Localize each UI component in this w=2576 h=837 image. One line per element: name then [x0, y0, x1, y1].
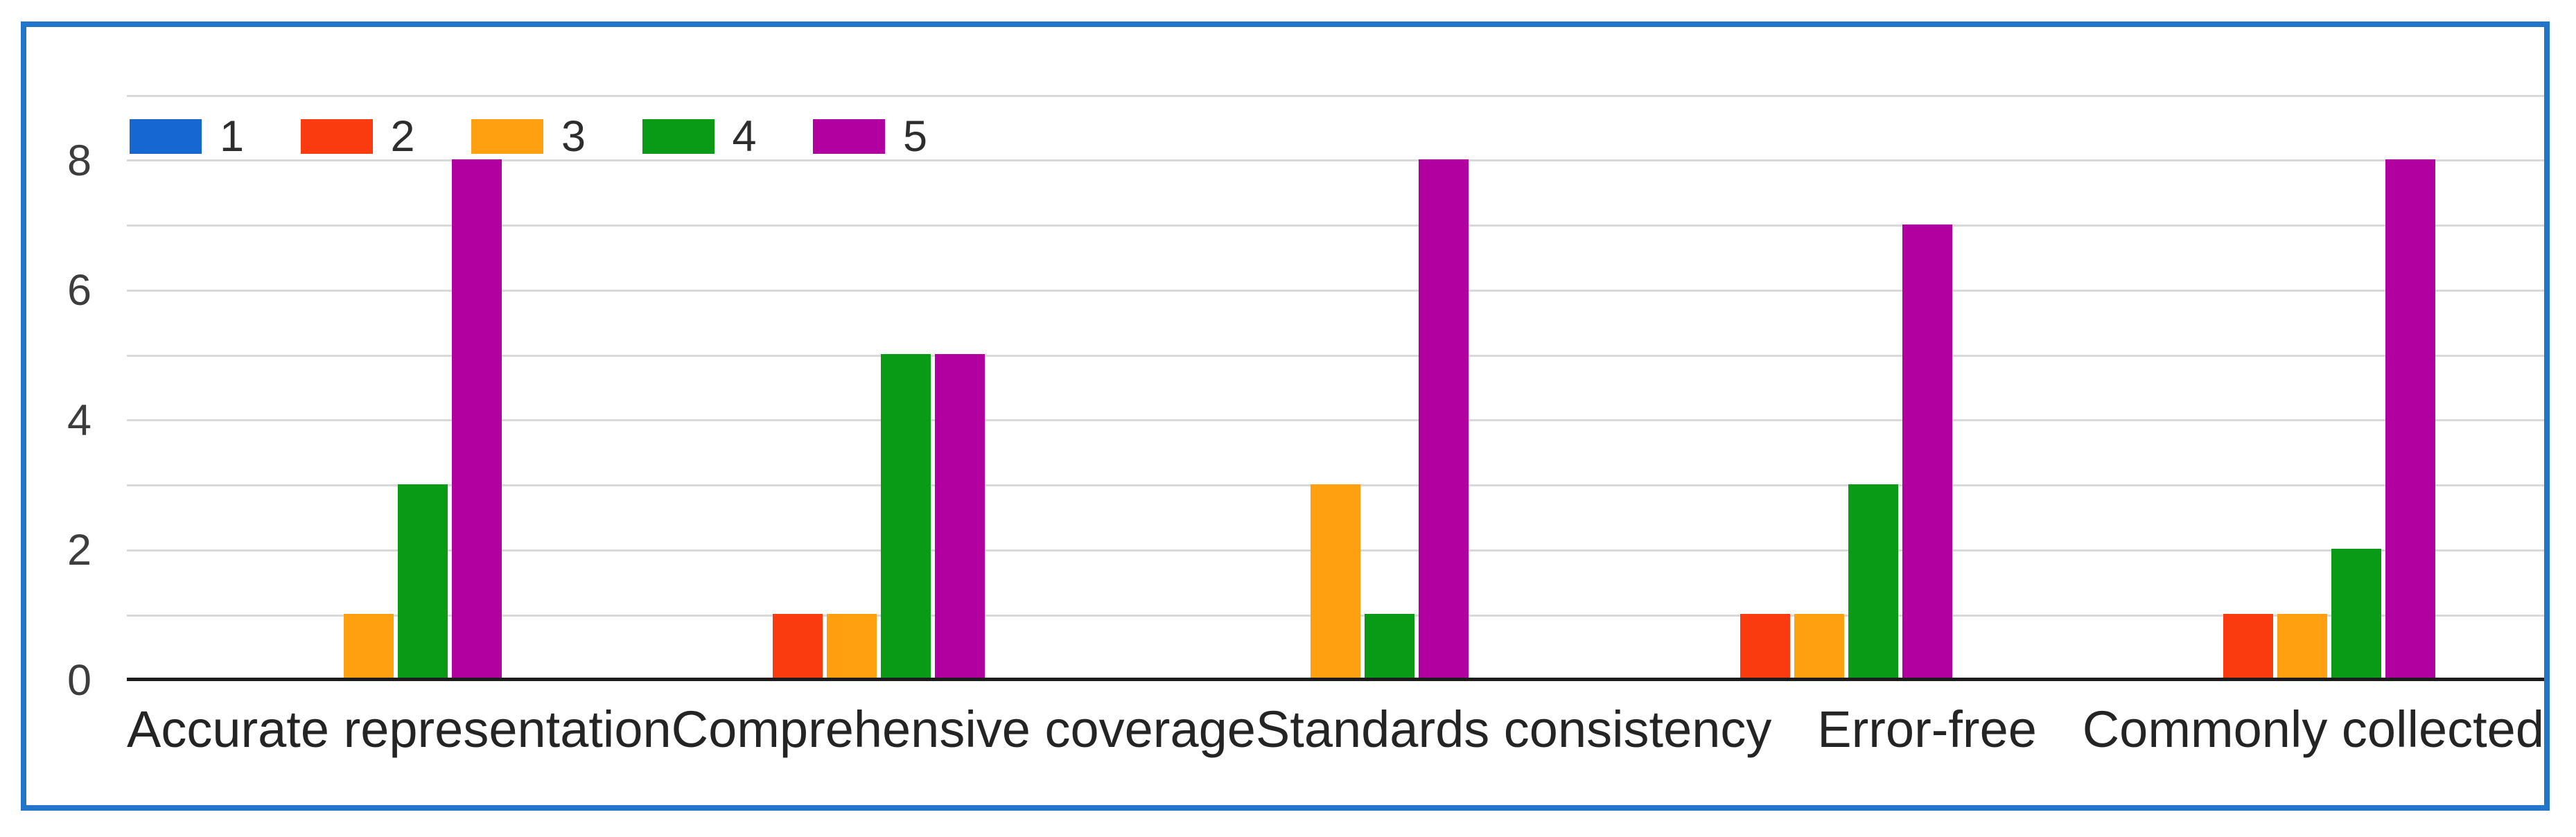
- plot-area: 1 2 3 4 5: [127, 94, 2544, 681]
- gridline-y9: [127, 94, 2544, 97]
- bar-series3-error-free: [1794, 614, 1844, 679]
- gridline-y8: [127, 159, 2544, 162]
- bar-series5-commonly-collected: [2385, 159, 2436, 679]
- y-axis-tick-labels: 0 2 4 6 8: [26, 96, 91, 705]
- bar-series2-commonly-collected: [2223, 614, 2274, 679]
- category-label-5: Commonly collected: [2082, 701, 2544, 758]
- legend-swatch-icon: [130, 119, 202, 154]
- legend-label: 1: [220, 112, 245, 161]
- bar-group-5: [2060, 96, 2544, 680]
- y-tick-label-6: 6: [67, 266, 91, 315]
- legend-label: 2: [390, 112, 415, 161]
- bar-series4-comprehensive-coverage: [881, 354, 931, 679]
- x-axis-category-labels: Accurate representation Comprehensive cov…: [127, 700, 2544, 759]
- x-axis-baseline: [127, 678, 2544, 681]
- category-label-4: Error-free: [1817, 701, 2037, 758]
- chart-legend: 1 2 3 4 5: [127, 112, 2544, 161]
- legend-item-2: 2: [300, 112, 453, 161]
- legend-label: 4: [732, 112, 757, 161]
- category-label-1: Accurate representation: [127, 701, 672, 758]
- legend-swatch-icon: [471, 119, 543, 154]
- gridline-y4: [127, 419, 2544, 422]
- bar-series4-accurate-representation: [397, 484, 448, 679]
- bar-series4-commonly-collected: [2331, 549, 2382, 679]
- category-label-2: Comprehensive coverage: [671, 701, 1256, 758]
- bar-series4-standards-consistency: [1364, 614, 1414, 679]
- y-tick-label-8: 8: [67, 136, 91, 185]
- bar-group-2: [611, 96, 1094, 680]
- bar-series5-standards-consistency: [1418, 159, 1469, 679]
- legend-swatch-icon: [642, 119, 715, 154]
- bar-group-3: [1094, 96, 1577, 680]
- gridline-y7: [127, 224, 2544, 227]
- y-tick-label-0: 0: [67, 656, 91, 705]
- bar-series5-accurate-representation: [451, 159, 502, 679]
- figure-border-frame: 0 2 4 6 8 1 2 3 4 5 Accurate representation Compr…: [21, 21, 2550, 811]
- gridline-y5: [127, 354, 2544, 357]
- bar-series2-comprehensive-coverage: [773, 614, 823, 679]
- legend-item-1: 1: [130, 112, 282, 161]
- bar-group-1: [127, 96, 611, 680]
- legend-item-4: 4: [642, 112, 795, 161]
- bar-series3-commonly-collected: [2277, 614, 2328, 679]
- bar-series5-comprehensive-coverage: [935, 354, 985, 679]
- bar-series5-error-free: [1902, 224, 1952, 679]
- bar-series3-accurate-representation: [343, 614, 394, 679]
- legend-swatch-icon: [300, 119, 373, 154]
- legend-swatch-icon: [813, 119, 885, 154]
- y-tick-label-4: 4: [67, 396, 91, 445]
- bar-series2-error-free: [1740, 614, 1790, 679]
- bar-series4-error-free: [1848, 484, 1898, 679]
- category-label-3: Standards consistency: [1255, 701, 1772, 758]
- gridline-y6: [127, 289, 2544, 292]
- bar-series3-comprehensive-coverage: [827, 614, 877, 679]
- legend-label: 3: [561, 112, 586, 161]
- y-tick-label-2: 2: [67, 526, 91, 575]
- legend-item-5: 5: [813, 112, 965, 161]
- bar-group-4: [1577, 96, 2061, 680]
- bar-series3-standards-consistency: [1310, 484, 1360, 679]
- legend-item-3: 3: [471, 112, 624, 161]
- legend-label: 5: [903, 112, 928, 161]
